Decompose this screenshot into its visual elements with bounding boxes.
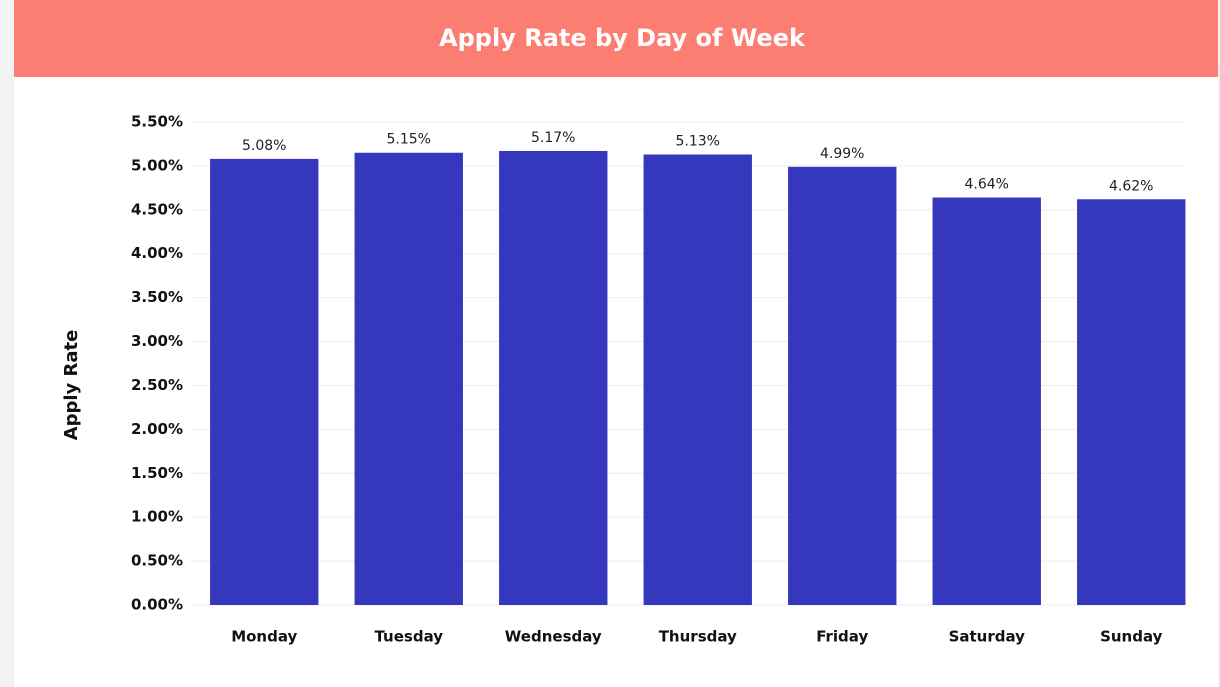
y-tick-label: 2.00% [131, 420, 183, 438]
x-tick-label: Tuesday [374, 628, 443, 646]
x-tick-label: Wednesday [505, 628, 602, 646]
y-axis-label: Apply Rate [61, 330, 82, 441]
y-tick-label: 3.50% [131, 288, 183, 306]
bar [499, 150, 608, 606]
bar [788, 166, 897, 605]
y-tick-label: 0.00% [131, 596, 183, 614]
data-label: 5.15% [387, 132, 431, 148]
y-tick-label: 4.50% [131, 200, 183, 218]
data-label: 5.17% [531, 130, 575, 146]
x-tick-label: Thursday [659, 628, 737, 646]
header-bar [14, 0, 1218, 77]
y-tick-label: 1.50% [131, 464, 183, 482]
chart-title: Apply Rate by Day of Week [439, 24, 806, 52]
data-label: 5.13% [676, 133, 720, 149]
y-tick-label: 3.00% [131, 332, 183, 350]
data-label: 4.99% [820, 146, 864, 162]
bar [643, 154, 752, 605]
bar [354, 152, 463, 605]
x-tick-label: Sunday [1100, 628, 1163, 646]
bar [210, 158, 319, 605]
data-label: 4.62% [1109, 178, 1153, 194]
y-tick-label: 2.50% [131, 376, 183, 394]
x-tick-label: Saturday [949, 628, 1026, 646]
data-label: 5.08% [242, 138, 286, 154]
data-label: 4.64% [965, 177, 1009, 193]
y-tick-label: 5.50% [131, 113, 183, 131]
y-tick-label: 1.00% [131, 508, 183, 526]
y-tick-label: 4.00% [131, 244, 183, 262]
bar [932, 197, 1041, 606]
x-tick-label: Monday [231, 628, 297, 646]
y-tick-label: 5.00% [131, 156, 183, 174]
x-tick-label: Friday [816, 628, 868, 646]
bar [1077, 199, 1186, 605]
y-tick-label: 0.50% [131, 552, 183, 570]
